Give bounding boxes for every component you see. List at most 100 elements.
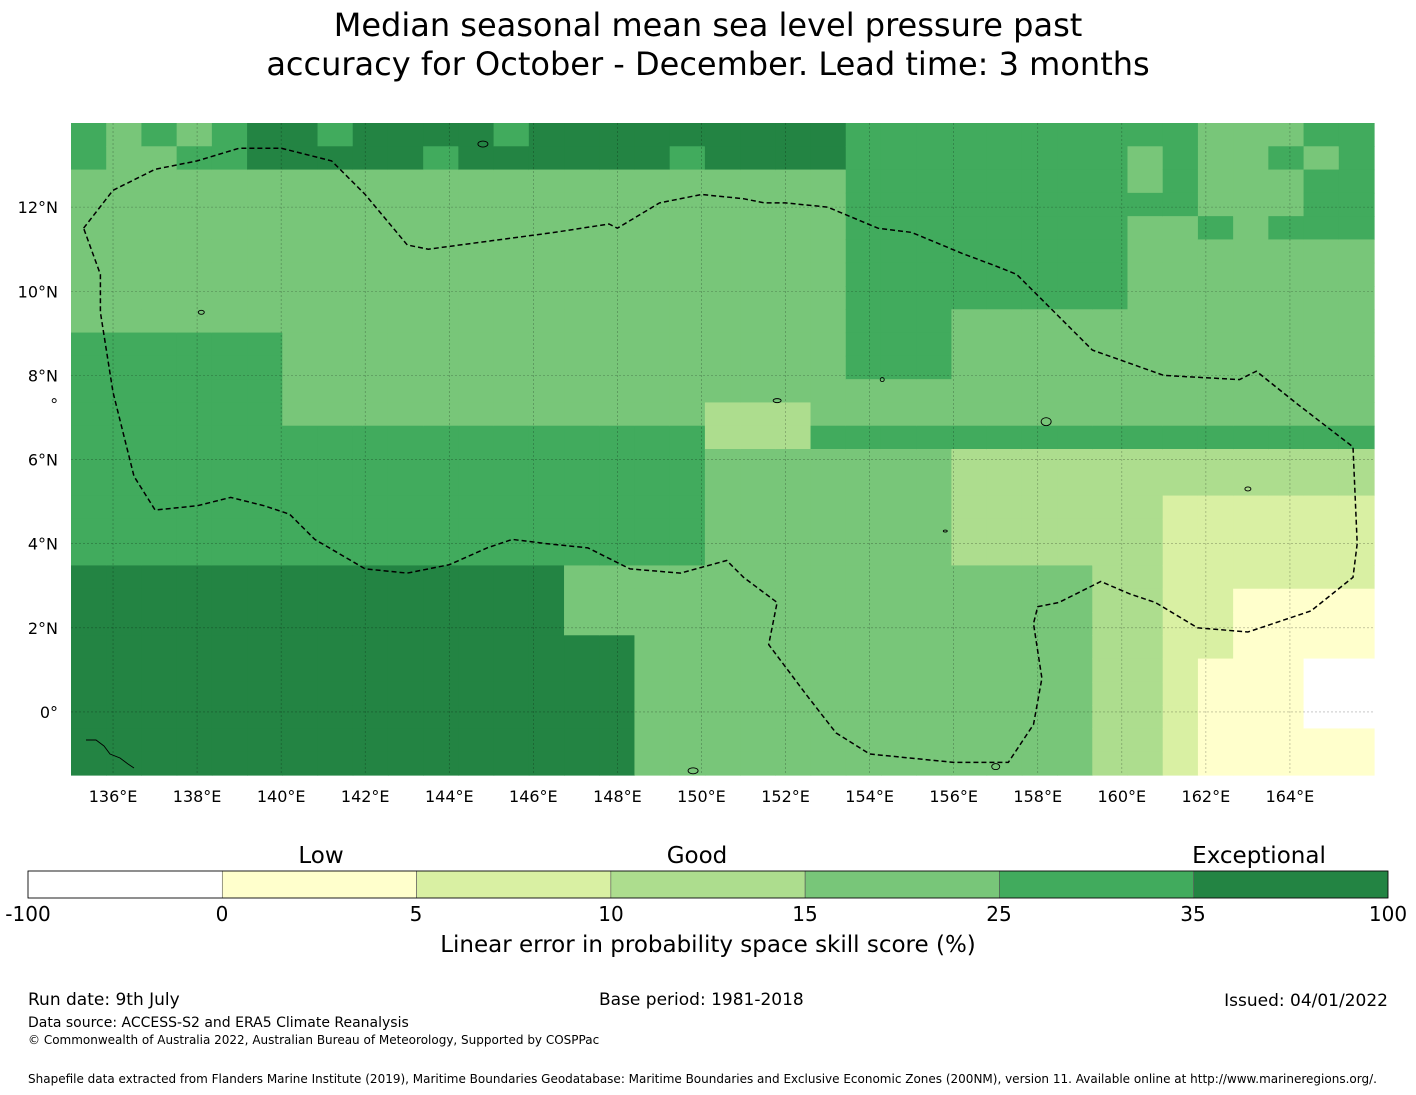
heatmap-cell [282, 681, 319, 706]
heatmap-cell [247, 681, 283, 706]
heatmap-cell [669, 681, 706, 706]
heatmap-cell [599, 402, 636, 427]
heatmap-cell [1233, 472, 1269, 497]
heatmap-cell [1303, 728, 1340, 753]
heatmap-cell [71, 286, 107, 310]
heatmap-cell [1197, 192, 1234, 217]
heatmap-cell [1303, 286, 1340, 310]
heatmap-cell [141, 425, 178, 450]
heatmap-cell [176, 425, 213, 450]
heatmap-cell [176, 169, 213, 194]
heatmap-cell [669, 146, 706, 171]
heatmap-cell [880, 216, 917, 241]
heatmap-cell [211, 518, 248, 543]
heatmap-cell [704, 635, 741, 660]
heatmap-cell [1338, 751, 1375, 776]
heatmap-cell [458, 751, 495, 776]
heatmap-cell [352, 239, 389, 264]
heatmap-cell [211, 402, 248, 427]
heatmap-cell [493, 192, 530, 217]
heatmap-cell [740, 355, 776, 380]
heatmap-cell [951, 542, 988, 567]
heatmap-cell [1303, 425, 1340, 450]
eez-boundary [82, 147, 1358, 764]
heatmap-cell [634, 612, 671, 636]
heatmap-cell [282, 518, 319, 543]
heatmap-cell [1197, 728, 1234, 753]
heatmap-cell [634, 728, 671, 753]
heatmap-cell [141, 123, 178, 147]
heatmap-cell [247, 518, 283, 543]
heatmap-cell [247, 146, 283, 171]
chart-title-line-1: Median seasonal mean sea level pressure … [333, 6, 1083, 44]
heatmap-cell [493, 286, 530, 310]
latitude-tick-label: 8°N [28, 366, 58, 385]
heatmap-cell [423, 681, 459, 706]
heatmap-cell [493, 588, 530, 613]
heatmap-cell [282, 588, 319, 613]
heatmap-cell [458, 192, 495, 217]
heatmap-cell [880, 518, 917, 543]
heatmap-cell [458, 379, 495, 404]
heatmap-cell [951, 472, 988, 497]
heatmap-cell [1338, 239, 1375, 264]
colorbar-tick: 15 [792, 902, 818, 926]
heatmap-cell [704, 472, 741, 497]
island-outline [197, 309, 205, 315]
heatmap-cell [528, 262, 565, 287]
heatmap-cell [1197, 751, 1234, 776]
heatmap-cell [282, 192, 319, 217]
heatmap-cell [1092, 472, 1129, 497]
heatmap-cell [141, 612, 178, 636]
heatmap-cell [880, 379, 917, 404]
island-outline [86, 739, 135, 769]
heatmap-cell [880, 286, 917, 310]
heatmap-cell [493, 262, 530, 287]
heatmap-cell [634, 146, 671, 171]
heatmap-cell [352, 332, 389, 357]
heatmap-cell [845, 425, 882, 450]
heatmap-cell [1268, 216, 1305, 241]
heatmap-cell [740, 681, 776, 706]
heatmap-cell [282, 658, 319, 683]
heatmap-cell [1057, 169, 1093, 194]
heatmap-cell [1197, 681, 1234, 706]
heatmap-cell [1197, 705, 1234, 730]
heatmap-cell [423, 472, 459, 497]
heatmap-cell [599, 612, 636, 636]
heatmap-cell [1197, 216, 1234, 241]
heatmap-cell [740, 728, 776, 753]
heatmap-cell [247, 449, 283, 473]
heatmap-cell [916, 192, 953, 217]
heatmap-cell [1057, 402, 1093, 427]
heatmap-cell [458, 495, 495, 520]
longitude-tick-label: 144°E [425, 787, 474, 806]
heatmap-cell [1268, 146, 1305, 171]
heatmap-cell [775, 658, 812, 683]
heatmap-cell [704, 751, 741, 776]
heatmap-cell [564, 681, 600, 706]
heatmap-cell [669, 355, 706, 380]
heatmap-cell [1268, 449, 1305, 473]
heatmap-cell [352, 449, 389, 473]
heatmap-cell [1127, 705, 1164, 730]
heatmap-cell [1162, 192, 1199, 217]
heatmap-cell [211, 495, 248, 520]
heatmap-cell [1338, 379, 1375, 404]
heatmap-cell [775, 192, 812, 217]
heatmap-cell [740, 123, 776, 147]
heatmap-cell [951, 518, 988, 543]
heatmap-cell [1057, 728, 1093, 753]
heatmap-cell [1268, 681, 1305, 706]
heatmap-cell [387, 588, 424, 613]
heatmap-cell [810, 518, 847, 543]
heatmap-cell [1057, 751, 1093, 776]
heatmap-cell [916, 123, 953, 147]
heatmap-cell [317, 635, 354, 660]
heatmap-cell [352, 286, 389, 310]
heatmap-cell [1057, 192, 1093, 217]
heatmap-cell [599, 332, 636, 357]
heatmap-cell [106, 123, 143, 147]
colorbar-frame [27, 870, 1389, 899]
run-date: Run date: 9th July [28, 990, 180, 1010]
